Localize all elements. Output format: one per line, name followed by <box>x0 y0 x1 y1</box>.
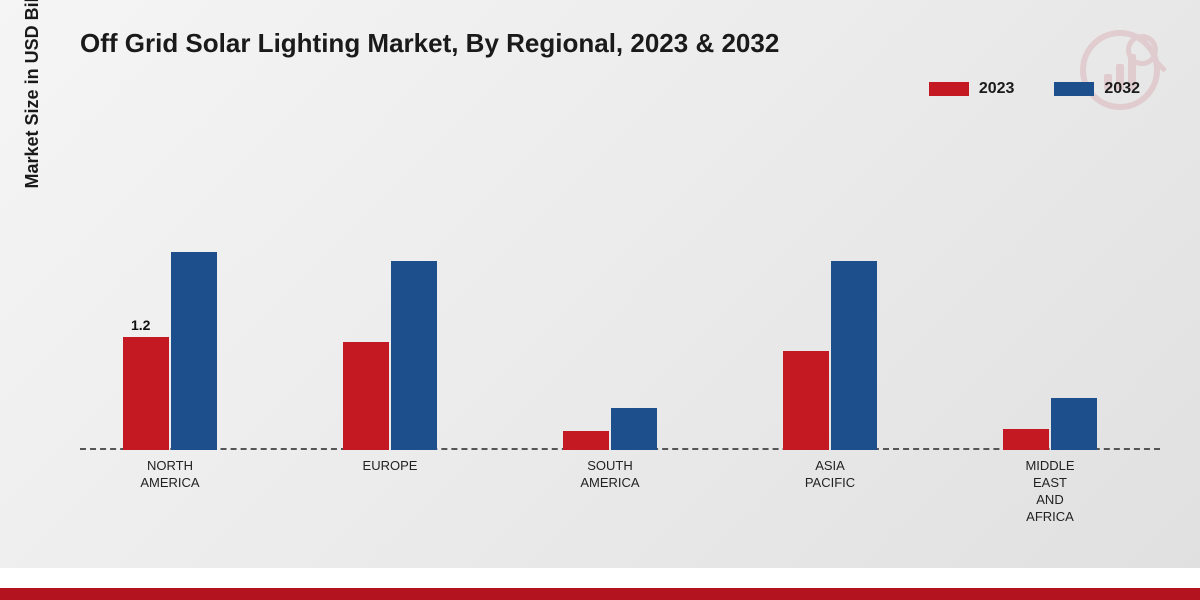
bar-2023 <box>123 337 169 450</box>
chart-title: Off Grid Solar Lighting Market, By Regio… <box>80 28 779 59</box>
legend-swatch-2023 <box>929 82 969 96</box>
bar-2032 <box>831 261 877 450</box>
bar-2023 <box>563 431 609 450</box>
bar-2032 <box>171 252 217 450</box>
legend-item-2023: 2023 <box>929 80 1015 98</box>
x-tick-label: ASIAPACIFIC <box>770 458 890 492</box>
bar-2032 <box>611 408 657 450</box>
legend-item-2032: 2032 <box>1054 80 1140 98</box>
data-label: 1.2 <box>131 317 150 333</box>
footer-accent-bar <box>0 588 1200 600</box>
x-tick-label: MIDDLEEASTANDAFRICA <box>990 458 1110 526</box>
legend-swatch-2032 <box>1054 82 1094 96</box>
y-axis-label: Market Size in USD Billion <box>22 0 43 188</box>
x-tick-label: EUROPE <box>330 458 450 475</box>
legend: 2023 2032 <box>929 80 1140 98</box>
bar-2023 <box>343 342 389 450</box>
bar-2032 <box>1051 398 1097 450</box>
bar-group <box>550 408 670 450</box>
bar-group <box>770 261 890 450</box>
legend-label-2032: 2032 <box>1104 80 1140 98</box>
watermark-logo <box>1080 30 1160 110</box>
x-axis-labels: NORTHAMERICA EUROPE SOUTHAMERICA ASIAPACIFI… <box>80 458 1160 538</box>
x-tick-label: SOUTHAMERICA <box>550 458 670 492</box>
plot-area: 1.2 <box>80 120 1160 450</box>
legend-label-2023: 2023 <box>979 80 1015 98</box>
bar-group <box>110 252 230 450</box>
bar-group <box>330 261 450 450</box>
x-tick-label: NORTHAMERICA <box>110 458 230 492</box>
footer-white-strip <box>0 568 1200 588</box>
bar-2023 <box>1003 429 1049 450</box>
bar-group <box>990 398 1110 450</box>
bar-2023 <box>783 351 829 450</box>
bar-2032 <box>391 261 437 450</box>
